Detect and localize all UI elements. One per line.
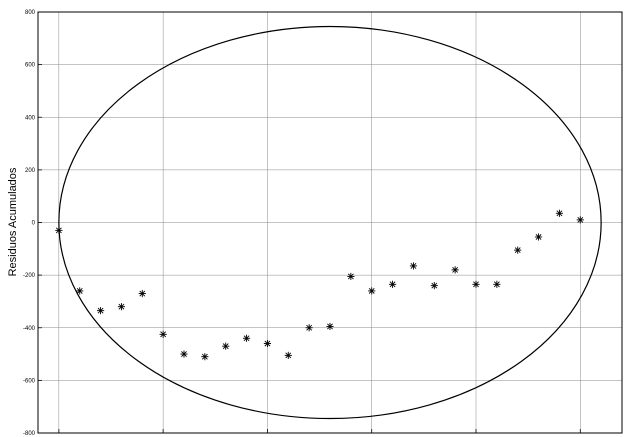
plot-frame: [37, 11, 623, 434]
data-point: [368, 287, 376, 295]
data-point: [347, 272, 355, 281]
data-point: [222, 342, 230, 350]
data-point: [534, 233, 543, 241]
data-point: [263, 339, 272, 348]
y-tick-label: 200: [25, 168, 36, 174]
data-point: [305, 324, 313, 332]
data-point: [493, 280, 501, 288]
data-point: [326, 322, 334, 331]
data-point: [430, 282, 438, 290]
data-point: [472, 280, 480, 288]
y-tick-label: -400: [23, 326, 36, 332]
data-point: [242, 334, 251, 342]
data-point: [409, 262, 418, 270]
data-point: [451, 266, 459, 274]
data-points: [55, 209, 584, 361]
data-point: [388, 280, 397, 288]
confidence-ellipse: [58, 25, 602, 420]
y-tick-label: -800: [23, 431, 36, 437]
data-point: [117, 303, 126, 311]
data-point: [284, 351, 292, 359]
data-point: [138, 289, 146, 298]
data-point: [159, 330, 167, 338]
data-point: [55, 226, 63, 234]
data-point: [180, 350, 188, 358]
data-point: [576, 216, 584, 224]
y-tick-label: 0: [32, 221, 36, 227]
data-point: [96, 307, 105, 315]
y-tick-label: -600: [23, 378, 36, 384]
y-axis-label: Residuos Acumulados: [7, 167, 19, 276]
y-tick-label: -200: [23, 273, 36, 279]
data-point: [76, 287, 84, 295]
y-tick-label: 600: [25, 63, 36, 69]
y-tick-label: 400: [25, 115, 36, 121]
data-point: [555, 209, 564, 217]
data-point: [201, 353, 209, 361]
data-point: [514, 246, 522, 254]
y-tick-label: 800: [25, 10, 36, 16]
